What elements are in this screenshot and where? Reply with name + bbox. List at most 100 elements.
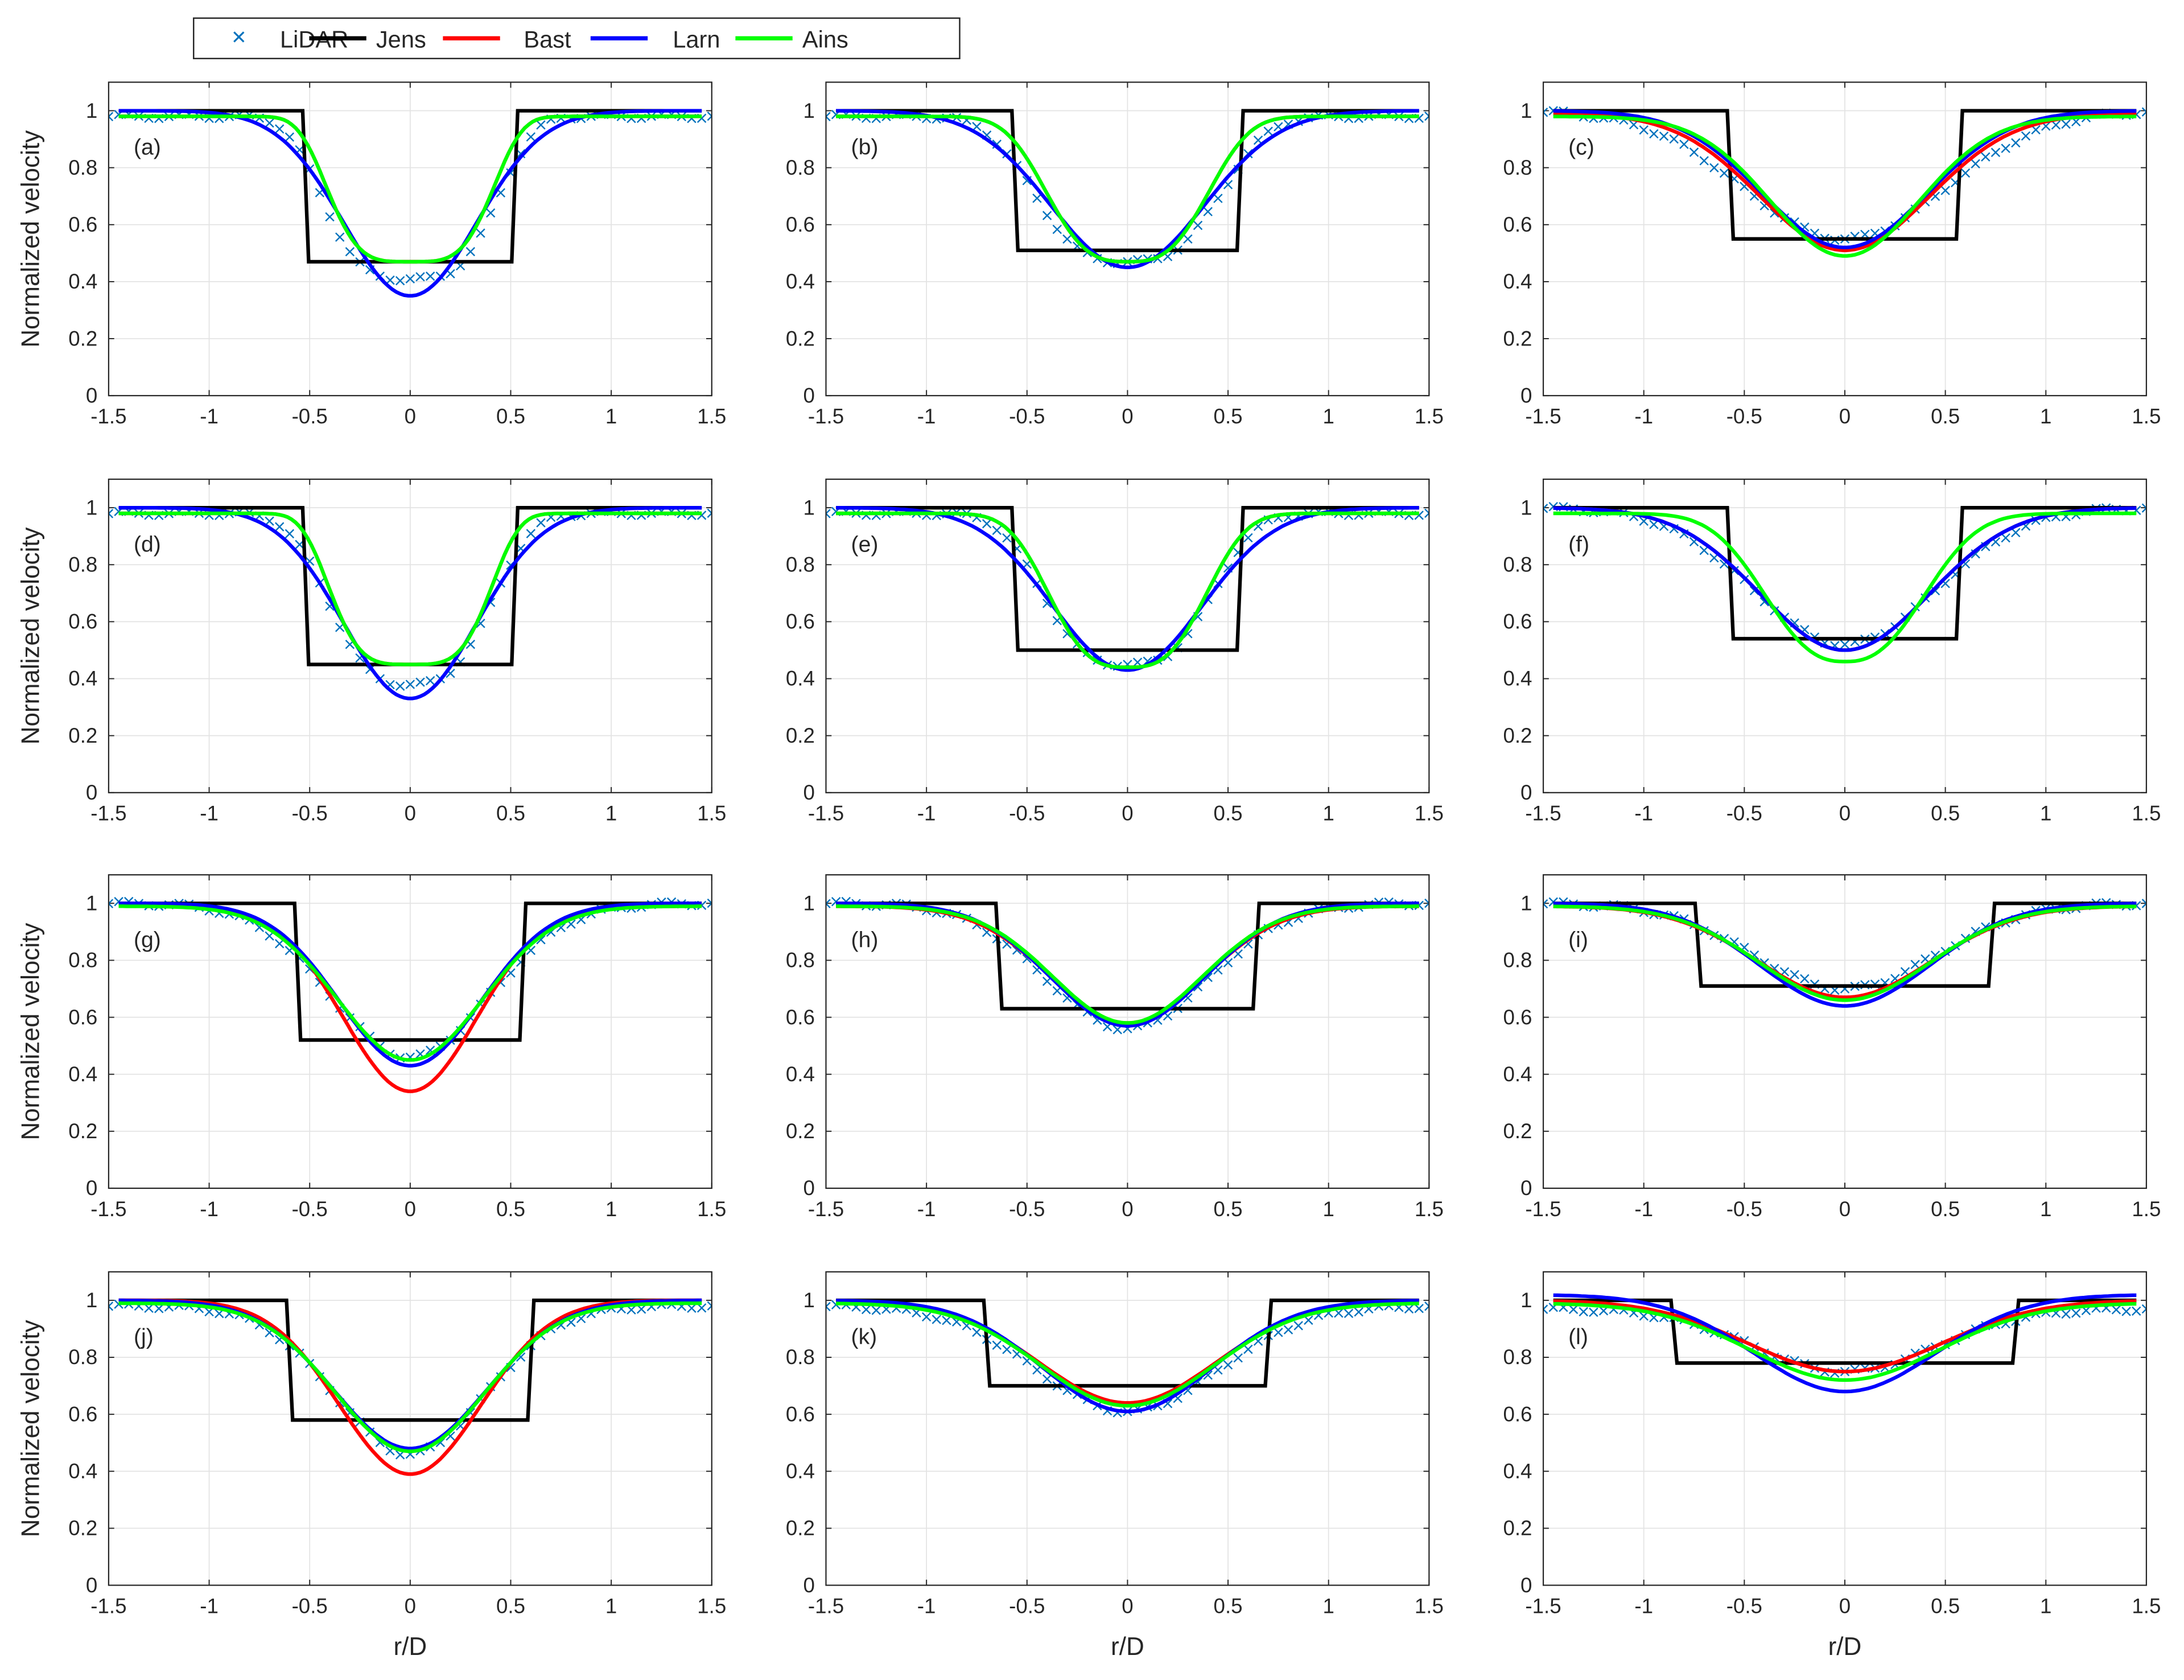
x-tick-label: -1.5 <box>1525 405 1561 428</box>
series-group <box>826 896 1429 1035</box>
x-tick-label: -0.5 <box>1009 1197 1045 1221</box>
lidar-point <box>2011 138 2021 148</box>
y-tick-label: 0 <box>1520 384 1532 407</box>
lidar-point <box>2141 899 2146 908</box>
y-tick-label: 1 <box>803 1288 814 1312</box>
lidar-point <box>697 1303 707 1313</box>
series-ains <box>118 114 702 264</box>
subplot-d: -1.5 -1 -0.5 0 0.5 1 1.5 0 0.2 0.4 0.6 0.8 1 (d) Norma… <box>17 478 726 825</box>
lidar-point <box>285 132 295 142</box>
y-tick-label: 0.8 <box>68 156 97 179</box>
x-tick-label: 1.5 <box>1415 1594 1444 1617</box>
lidar-point <box>1304 1315 1313 1325</box>
y-tick-label: 0.8 <box>1503 553 1532 576</box>
lidar-point <box>405 680 415 689</box>
x-tick-label: -1 <box>917 1594 936 1617</box>
x-tick-label: -0.5 <box>292 1594 328 1617</box>
y-tick-label: 0.6 <box>68 610 97 633</box>
lidar-point <box>476 228 485 238</box>
lidar-point <box>707 898 712 908</box>
lidar-point <box>1203 207 1213 217</box>
series-jens <box>836 109 1419 253</box>
lidar-point <box>1699 156 1709 166</box>
series-group <box>826 109 1429 269</box>
panel-label: (e) <box>851 532 879 557</box>
x-tick-label: -1.5 <box>1525 1594 1561 1617</box>
lidar-point <box>2121 1307 2131 1316</box>
y-tick-label: 0.8 <box>786 949 815 972</box>
x-tick-label: -0.5 <box>1009 1594 1045 1617</box>
lidar-point <box>1233 1353 1243 1363</box>
axes-frame <box>1542 1271 2148 1586</box>
y-tick-label: 1 <box>1520 891 1532 915</box>
y-tick-label: 1 <box>1520 1288 1532 1312</box>
lidar-point <box>395 681 405 691</box>
series-larn <box>836 1299 1419 1414</box>
series-ains <box>836 511 1419 669</box>
x-tick-label: -0.5 <box>1726 1197 1762 1221</box>
y-tick-label: 1 <box>86 99 97 122</box>
lidar-point <box>425 676 435 686</box>
y-tick-label: 0.6 <box>68 1006 97 1029</box>
y-tick-label: 0 <box>86 384 97 407</box>
lidar-point <box>636 1304 646 1314</box>
y-tick-label: 0 <box>86 1574 97 1597</box>
lidar-point <box>932 1315 942 1324</box>
y-tick-label: 0.8 <box>786 1345 815 1369</box>
x-tick-label: -0.5 <box>1726 802 1762 825</box>
x-tick-label: -1 <box>200 1197 219 1221</box>
lidar-point <box>526 132 536 142</box>
y-tick-label: 0.2 <box>68 1119 97 1143</box>
x-tick-label: 1 <box>605 1197 617 1221</box>
y-tick-label: 0.8 <box>1503 1345 1532 1369</box>
lidar-point <box>1414 1303 1424 1313</box>
lidar-point <box>1639 125 1649 135</box>
axes-frame <box>825 1271 1430 1586</box>
lidar-point <box>1223 1360 1233 1370</box>
x-tick-label: 1.5 <box>1415 405 1444 428</box>
panel-label: (b) <box>851 135 879 160</box>
series-ains <box>118 1301 702 1453</box>
series-group <box>1543 106 2146 258</box>
series-larn <box>118 1298 702 1451</box>
lidar-point <box>1699 545 1709 555</box>
lidar-point <box>1991 147 2001 158</box>
y-tick-label: 0.8 <box>786 156 815 179</box>
x-tick-label: -1.5 <box>808 1594 844 1617</box>
lidar-point <box>395 276 405 286</box>
y-tick-label: 0.4 <box>786 1459 815 1483</box>
lidar-point <box>2031 125 2041 135</box>
axes-frame <box>108 1271 712 1586</box>
lidar-point <box>2051 120 2061 130</box>
lidar-point <box>1183 234 1193 244</box>
series-ains <box>1553 904 2137 1002</box>
y-tick-label: 0.8 <box>68 1345 97 1369</box>
lidar-point <box>1404 1304 1414 1314</box>
y-tick-label: 0.4 <box>786 1063 815 1086</box>
x-axis-label: r/D <box>1111 1633 1144 1661</box>
lidar-point <box>1424 508 1429 518</box>
x-tick-label: -0.5 <box>1009 802 1045 825</box>
panel-label: (i) <box>1568 928 1588 952</box>
x-tick-label: -0.5 <box>292 1197 328 1221</box>
lidar-point <box>1213 193 1223 203</box>
y-tick-label: 0.2 <box>1503 1517 1532 1540</box>
x-tick-label: 0 <box>1122 1594 1133 1617</box>
series-group <box>1543 1293 2146 1394</box>
lidar-point <box>1032 193 1042 203</box>
x-tick-label: -1.5 <box>808 405 844 428</box>
x-tick-label: 0.5 <box>496 1594 525 1617</box>
x-tick-label: -1 <box>200 1594 219 1617</box>
series-larn <box>118 901 702 1068</box>
lidar-point <box>536 120 546 130</box>
y-tick-label: 0.4 <box>68 1063 97 1086</box>
lidar-point <box>1840 640 1850 649</box>
y-tick-label: 0.6 <box>1503 1006 1532 1029</box>
lidar-point <box>1981 152 1991 162</box>
x-tick-label: 1 <box>605 802 617 825</box>
legend-label-bast: Bast <box>524 26 571 52</box>
lidar-point <box>1709 163 1719 173</box>
x-tick-label: -0.5 <box>292 405 328 428</box>
series-jens <box>1553 901 2137 988</box>
lidar-point <box>2011 528 2021 538</box>
